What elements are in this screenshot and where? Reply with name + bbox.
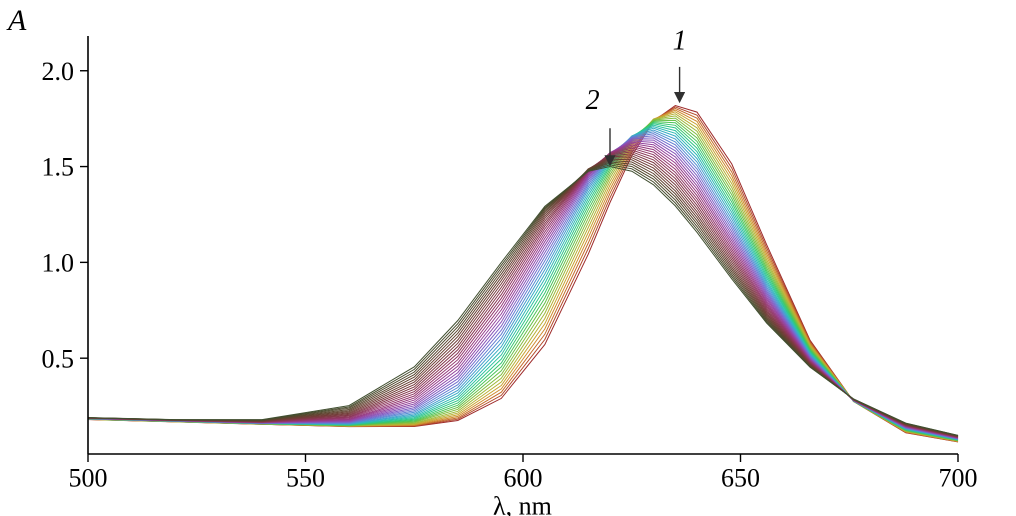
x-tick-label: 600: [504, 464, 543, 493]
chart-background: [0, 0, 1016, 516]
spectra-chart: 500 550 600 650 700 λ, nm 0.5 1.0 1.5 2.0 A 1 2: [0, 0, 1016, 516]
series-annotation-series1: 1: [673, 26, 687, 57]
x-tick-label: 500: [69, 464, 108, 493]
y-tick-label: 1.5: [42, 153, 75, 182]
y-tick-label: 2.0: [42, 57, 75, 86]
x-tick-label: 700: [939, 464, 978, 493]
x-axis-label: λ, nm: [493, 492, 552, 516]
x-tick-label: 650: [721, 464, 760, 493]
x-tick-label: 550: [286, 464, 325, 493]
y-tick-label: 0.5: [42, 344, 75, 373]
y-axis-label: A: [6, 4, 27, 37]
series-annotation-series2: 2: [586, 85, 600, 116]
y-tick-label: 1.0: [42, 248, 75, 277]
